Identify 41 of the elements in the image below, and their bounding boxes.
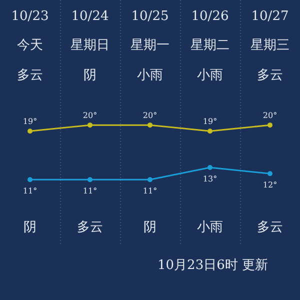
text: 小雨 xyxy=(136,67,164,84)
text: 今天 xyxy=(16,37,44,54)
data-label: 11° xyxy=(82,186,98,196)
text: 星期三 xyxy=(250,37,290,54)
text: 多云 xyxy=(76,219,104,236)
data-label: 20° xyxy=(82,111,98,120)
point xyxy=(208,165,212,170)
data-label: 12° xyxy=(262,180,278,190)
x-tick-label: 10/27 xyxy=(251,9,289,24)
data-label: 20° xyxy=(142,111,158,120)
text: 阴 xyxy=(82,67,98,84)
data-label: 11° xyxy=(22,186,38,196)
point xyxy=(268,171,272,176)
text: 小雨 xyxy=(196,67,224,84)
x-tick-label: 10/25 xyxy=(131,9,169,24)
point xyxy=(28,128,32,134)
text: 星期二 xyxy=(190,37,230,54)
text: 小雨 xyxy=(196,219,224,236)
point xyxy=(268,122,272,128)
data-label: 11° xyxy=(142,186,158,196)
point xyxy=(88,122,92,128)
x-tick-label: 10/23 xyxy=(11,9,49,24)
data-label: 13° xyxy=(202,174,218,184)
x-tick-label: 10/24 xyxy=(71,9,109,24)
text: 10月23日6时 更新 xyxy=(158,257,268,274)
point xyxy=(28,177,32,182)
text: 星期一 xyxy=(130,37,170,54)
point xyxy=(148,177,152,182)
data-label: 20° xyxy=(262,111,278,120)
data-label: 19° xyxy=(22,117,38,126)
text: 阴 xyxy=(22,219,38,236)
text: 多云 xyxy=(16,67,44,84)
point xyxy=(208,128,212,134)
x-tick-label: 10/26 xyxy=(191,9,229,24)
text: 多云 xyxy=(256,67,284,84)
point xyxy=(88,177,92,182)
text: 星期日 xyxy=(70,37,110,54)
text: 阴 xyxy=(142,219,158,236)
point xyxy=(148,122,152,128)
data-label: 19° xyxy=(202,117,218,126)
text: 多云 xyxy=(256,219,284,236)
